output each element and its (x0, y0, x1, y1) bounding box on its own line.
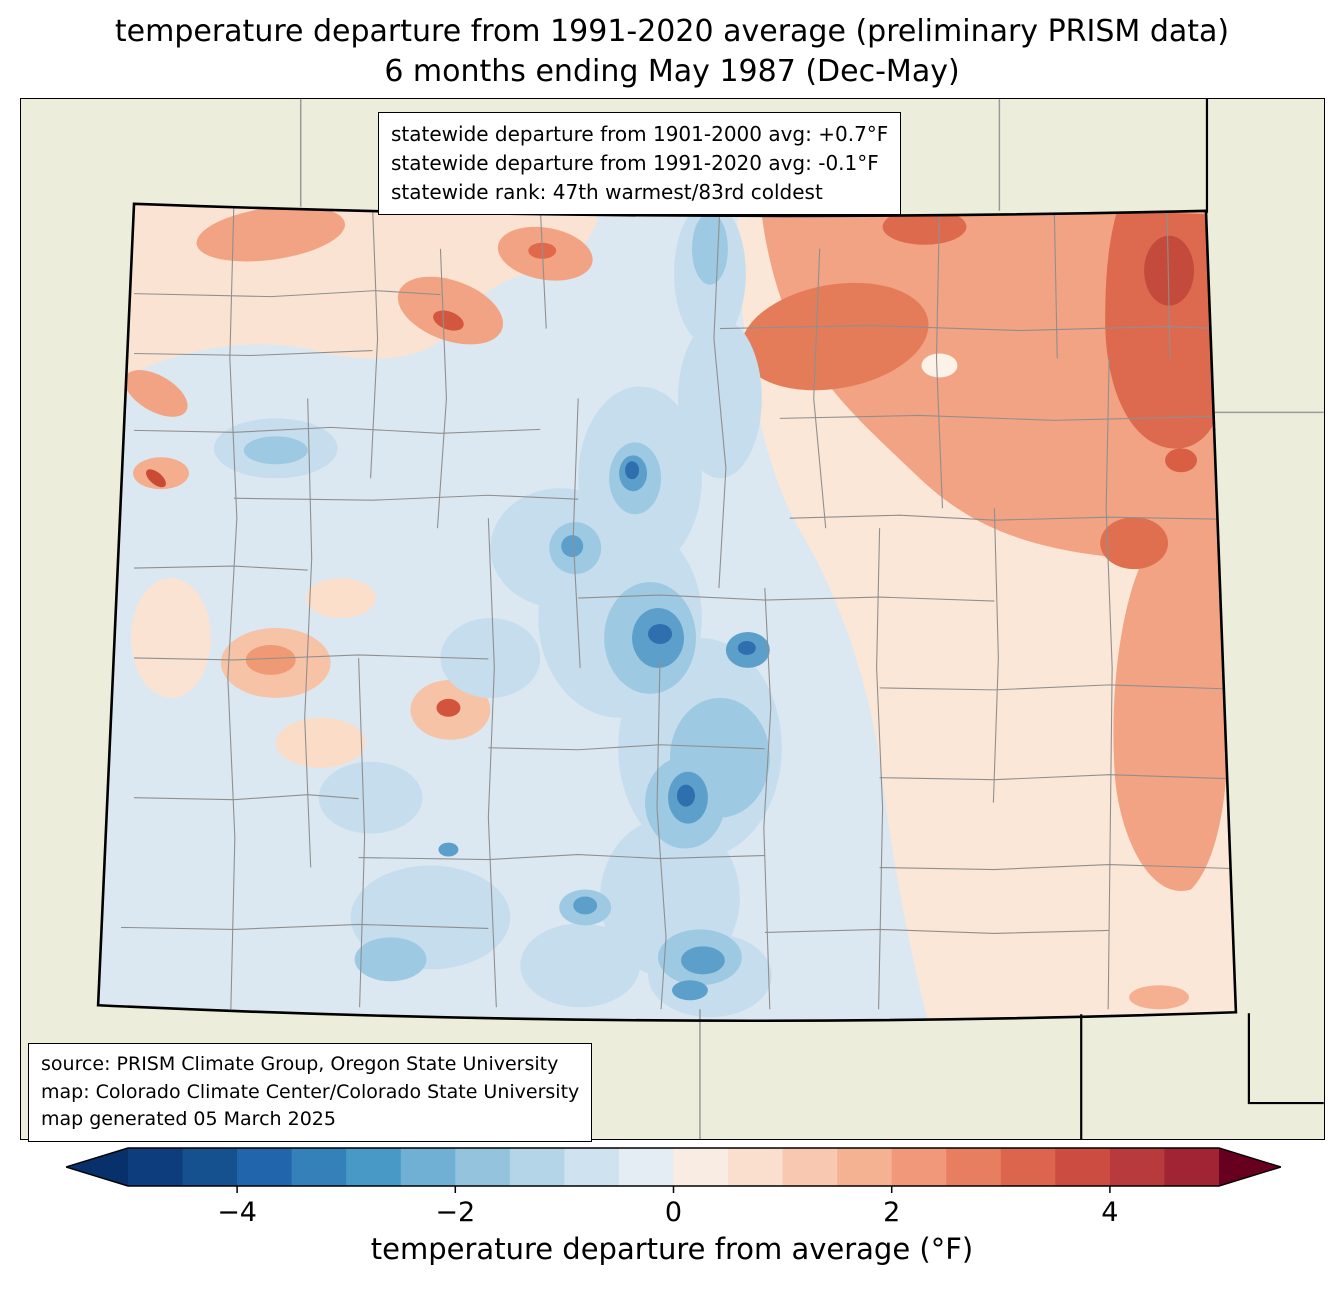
colorbar-tick-label: 0 (664, 1197, 683, 1228)
colorbar-segment (618, 1148, 675, 1186)
colorbar-segment (782, 1148, 838, 1186)
colorbar-arrow-high (1219, 1148, 1281, 1186)
statewide-stats-box: statewide departure from 1901-2000 avg: … (378, 112, 902, 215)
colorbar-segment (1164, 1148, 1220, 1186)
colorbar-segment (346, 1148, 402, 1186)
stats-line-2: statewide departure from 1991-2020 avg: … (391, 151, 879, 175)
colorbar-segment (509, 1148, 565, 1186)
title-line-2: 6 months ending May 1987 (Dec-May) (384, 53, 960, 89)
colorbar-tick-label: −4 (217, 1197, 257, 1228)
source-line-2: map: Colorado Climate Center/Colorado St… (41, 1080, 580, 1103)
colorbar-segment (455, 1148, 511, 1186)
colorbar-segment (1109, 1148, 1166, 1186)
colorbar-segment (946, 1148, 1002, 1186)
colorbar-segment (182, 1148, 238, 1186)
colorbar-segment (128, 1148, 184, 1186)
colorbar-segment (400, 1148, 456, 1186)
colorbar-segment (564, 1148, 620, 1186)
colorbar-segment (728, 1148, 784, 1186)
colorbar-segment (237, 1148, 293, 1186)
colorbar-axis-label: temperature departure from average (°F) (370, 1232, 974, 1266)
stats-line-1: statewide departure from 1901-2000 avg: … (391, 122, 889, 146)
colorbar-tick-label: 2 (883, 1197, 901, 1228)
stats-line-3: statewide rank: 47th warmest/83rd coldes… (391, 180, 823, 204)
colorado-map (21, 99, 1324, 1139)
colorbar-gradient (63, 1147, 1284, 1193)
source-attribution-box: source: PRISM Climate Group, Oregon Stat… (28, 1043, 593, 1142)
colorbar-segment (291, 1148, 347, 1186)
temperature-field (98, 203, 1236, 1021)
colorbar-arrow-low (66, 1148, 128, 1186)
colorbar-tick-label: 4 (1101, 1197, 1119, 1228)
colorbar-segment (1055, 1148, 1111, 1186)
colorbar-segment (1000, 1148, 1056, 1186)
neighbor-state-borders (299, 99, 1324, 1139)
county-boundaries (121, 205, 1232, 1010)
figure-title: temperature departure from 1991-2020 ave… (0, 12, 1344, 91)
colorbar-segment (673, 1148, 729, 1186)
source-line-3: map generated 05 March 2025 (41, 1108, 336, 1131)
source-line-1: source: PRISM Climate Group, Oregon Stat… (41, 1053, 559, 1075)
colorbar-tick-label: −2 (435, 1197, 476, 1228)
colorbar: −4 −2 0 2 4 (63, 1147, 1284, 1242)
title-line-1: temperature departure from 1991-2020 ave… (114, 14, 1230, 49)
map-axes: statewide departure from 1901-2000 avg: … (20, 98, 1325, 1142)
colorbar-segment (837, 1148, 893, 1186)
colorbar-segment (891, 1148, 947, 1186)
